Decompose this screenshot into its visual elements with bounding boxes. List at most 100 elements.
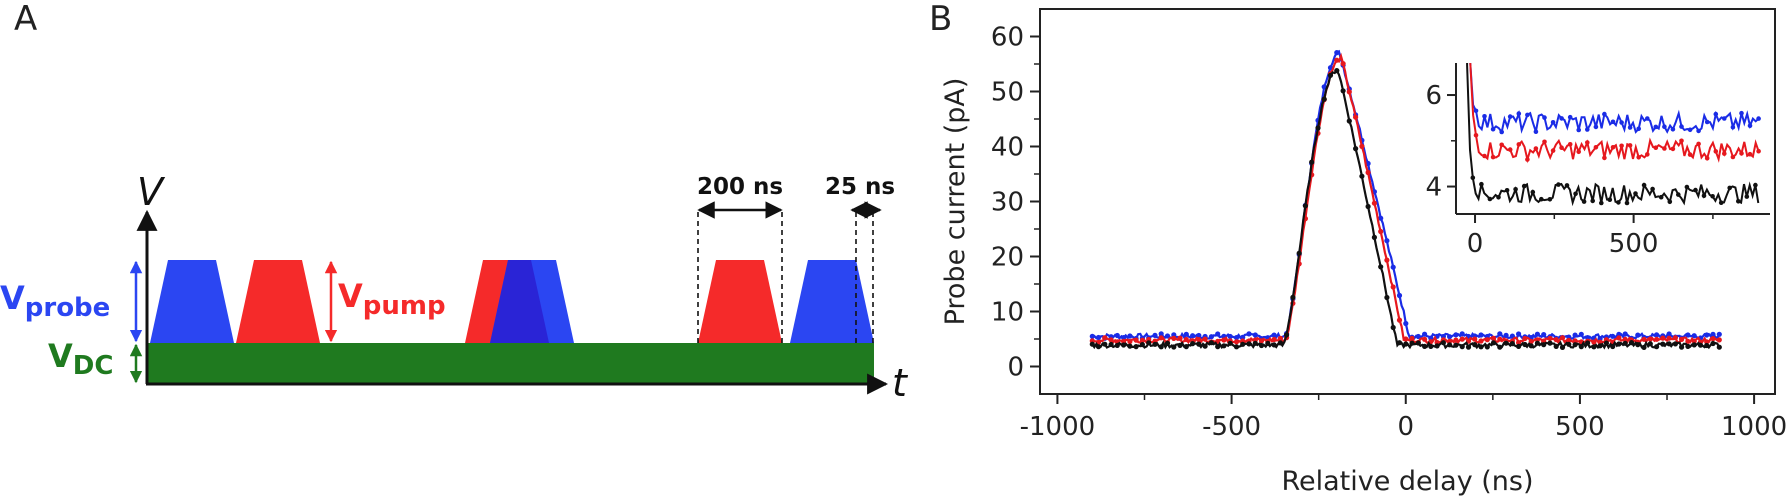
inset-series-point <box>1687 127 1693 133</box>
inset-series-point <box>1576 149 1581 154</box>
series-point <box>1403 336 1409 342</box>
inset-series-point <box>1470 175 1476 180</box>
panel-b-label: B <box>929 0 952 39</box>
inset-series-point <box>1739 151 1744 156</box>
series-point <box>1691 342 1697 348</box>
series-point <box>1691 333 1697 339</box>
inset-series-point <box>1499 129 1504 135</box>
y-tick-label: 20 <box>991 243 1024 273</box>
series-point <box>1666 341 1672 347</box>
series-point <box>1271 342 1277 348</box>
series-point <box>1302 203 1308 209</box>
series-point <box>1183 344 1189 350</box>
series-point <box>1121 342 1127 348</box>
inset-series-point <box>1573 191 1578 197</box>
inset-series-point <box>1679 138 1684 144</box>
series-point <box>1246 341 1252 347</box>
series-point <box>1704 332 1710 338</box>
inset-y-tick-label: 6 <box>1425 81 1442 111</box>
series-point <box>1472 342 1478 348</box>
series-point <box>1415 333 1421 340</box>
series-point <box>1465 344 1472 350</box>
series-point <box>1541 342 1547 348</box>
series-point <box>1597 343 1603 349</box>
inset-series-point <box>1645 116 1650 121</box>
series-point <box>1390 284 1396 290</box>
series-point <box>1353 114 1359 120</box>
series-point <box>1089 341 1095 347</box>
series-point <box>1371 234 1377 240</box>
inset-series-point <box>1525 157 1530 162</box>
series-point <box>1685 343 1691 349</box>
series-point <box>1321 96 1327 102</box>
label-200ns: 200 ns <box>697 174 783 200</box>
inset-series-point <box>1747 151 1753 157</box>
series-point <box>1409 340 1415 346</box>
series-point <box>1340 61 1346 67</box>
series-point <box>1171 344 1177 350</box>
series-point <box>1453 337 1459 343</box>
series-point <box>1384 294 1390 301</box>
series-point <box>1478 332 1484 338</box>
probe-pulse-3 <box>790 260 874 343</box>
inset-series-point <box>1533 146 1539 151</box>
series-point <box>1202 336 1208 342</box>
inset-series-line-2 <box>1466 63 1760 207</box>
inset-series-point <box>1530 189 1536 195</box>
probe-pulse-1 <box>150 260 234 343</box>
x-tick-label: 500 <box>1555 412 1605 442</box>
series-point <box>1240 341 1246 347</box>
inset-series-point <box>1516 111 1522 116</box>
vprobe-label: Vprobe <box>0 279 110 323</box>
inset-series-point <box>1744 194 1750 199</box>
inset-y-tick-label: 4 <box>1425 173 1442 203</box>
series-point <box>1208 340 1214 346</box>
inset-series-point <box>1679 124 1684 129</box>
series-point <box>1522 341 1528 348</box>
inset-series-point <box>1619 143 1624 149</box>
series-point <box>1233 344 1240 350</box>
inset-series-point <box>1627 125 1633 130</box>
inset-series-point <box>1645 152 1650 157</box>
series-point <box>1422 331 1428 337</box>
series-point <box>1158 344 1164 350</box>
inset-series-point <box>1482 114 1487 119</box>
series-point <box>1528 338 1534 345</box>
inset-series-point <box>1550 120 1556 125</box>
inset-series-point <box>1487 196 1493 202</box>
series-point <box>1440 340 1446 346</box>
series-point <box>1572 332 1578 338</box>
series-point <box>1716 331 1722 337</box>
y-tick-label: 50 <box>991 78 1024 108</box>
series-point <box>1490 335 1497 341</box>
inset-series-point <box>1504 188 1510 193</box>
inset-series-point <box>1662 124 1667 129</box>
inset-series-point <box>1653 145 1659 150</box>
series-point <box>1158 331 1164 337</box>
v-axis-label: V <box>137 170 166 214</box>
inset-series-point <box>1564 183 1570 188</box>
series-point <box>1158 335 1164 341</box>
series-point <box>1403 341 1409 347</box>
series-point <box>1277 335 1283 341</box>
vdc-label: VDC <box>48 337 113 381</box>
series-point <box>1710 336 1716 342</box>
series-point <box>1409 335 1415 341</box>
series-point <box>1190 333 1196 339</box>
series-point <box>1447 342 1453 348</box>
series-point <box>1164 333 1171 339</box>
series-point <box>1585 335 1591 341</box>
x-tick-label: 0 <box>1397 412 1414 442</box>
inset-series-point <box>1473 133 1479 138</box>
series-point <box>1422 336 1428 342</box>
series-point <box>1666 335 1672 341</box>
inset-series-point <box>1602 155 1607 161</box>
series-point <box>1202 343 1208 349</box>
series-point <box>1177 335 1183 341</box>
series-point <box>1390 264 1396 270</box>
inset-series-point <box>1585 127 1590 132</box>
inset-series-point <box>1559 145 1564 150</box>
inset-series-point <box>1507 147 1513 152</box>
inset-series-point <box>1696 141 1701 147</box>
series-point <box>1396 340 1403 346</box>
